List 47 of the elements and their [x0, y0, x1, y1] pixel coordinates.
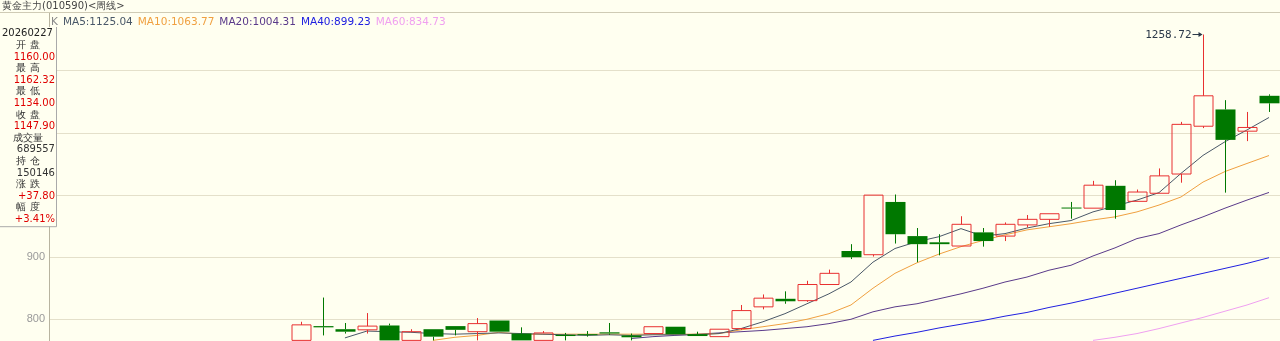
candlestick — [907, 227, 928, 263]
text: 开 盘 — [16, 38, 40, 50]
candlestick — [929, 233, 950, 256]
candlestick — [401, 328, 422, 341]
candlestick — [335, 322, 356, 335]
candlestick — [599, 322, 620, 334]
candlestick — [841, 243, 862, 260]
text: MA60:834.73 — [375, 15, 446, 27]
text: MA20:1004.31 — [219, 15, 296, 27]
candlestick — [467, 317, 488, 341]
text: 成交量 — [13, 131, 43, 143]
candlestick — [1237, 111, 1258, 142]
text: 幅 度 — [16, 201, 40, 213]
candlestick — [357, 312, 378, 335]
candlestick — [1215, 99, 1236, 194]
text: 1147.90 — [13, 120, 55, 132]
candlestick — [687, 331, 708, 337]
text: +3.41% — [14, 212, 55, 224]
text: 150146 — [16, 166, 55, 178]
candlestick — [885, 194, 906, 245]
candlestick — [1105, 179, 1126, 220]
text: 涨 跌 — [16, 178, 40, 190]
text: 收 盘 — [16, 108, 40, 120]
text: 20260227 — [2, 27, 53, 39]
candlestick — [863, 194, 884, 258]
text: 689557 — [16, 143, 55, 155]
annotation: 1258.72 — [1145, 28, 1192, 42]
text: MA5:1125.04 — [62, 15, 133, 27]
text: 1134.00 — [13, 96, 55, 108]
text: MA10:1063.77 — [137, 15, 215, 27]
y-tick-label: 900 — [26, 250, 45, 263]
text: +37.80 — [17, 189, 55, 201]
candlestick — [951, 215, 972, 247]
text: 1162.32 — [13, 73, 55, 85]
candlestick — [1061, 201, 1082, 220]
text: 持 仓 — [16, 154, 40, 166]
candlestick — [577, 330, 598, 338]
candlestick — [1259, 95, 1280, 113]
text: 1160.00 — [13, 50, 55, 62]
candlestick — [973, 227, 994, 248]
text: MA40:899.23 — [300, 15, 371, 27]
text: 最 高 — [16, 62, 40, 74]
text: 黄金主力(010590)<周线> — [2, 0, 125, 12]
text: 最 低 — [16, 85, 40, 97]
y-tick-label: 800 — [26, 312, 45, 325]
text: K — [51, 15, 58, 27]
candlestick — [1083, 180, 1104, 209]
